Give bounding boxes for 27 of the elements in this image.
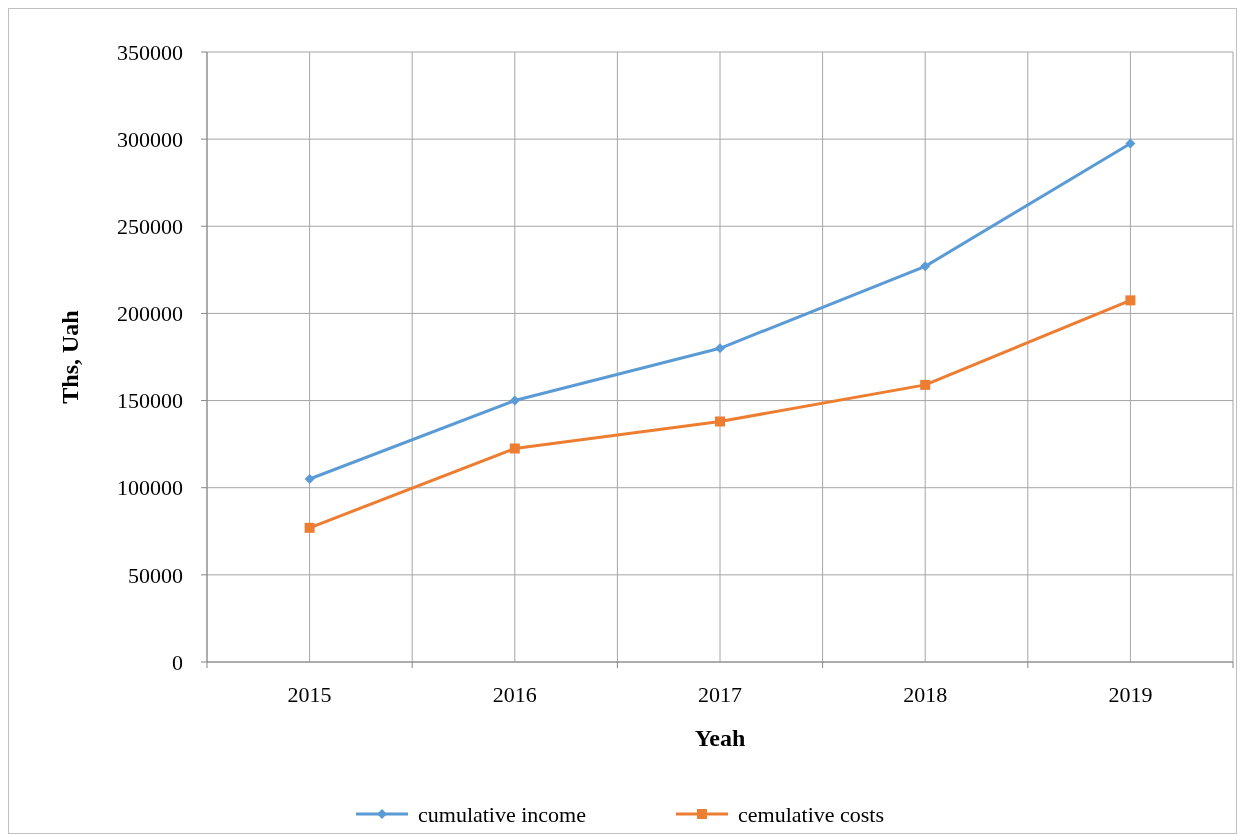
point (304, 474, 315, 484)
point (509, 395, 520, 406)
x-tick-label: 2017 (698, 682, 742, 707)
x-tick-label: 2019 (1108, 682, 1153, 707)
y-tick-label: 0 (172, 649, 183, 675)
legend-label: cemulative costs (738, 801, 885, 827)
point (920, 379, 931, 390)
point (715, 343, 725, 354)
y-tick-label: 50000 (128, 562, 183, 588)
y-tick-label: 200000 (117, 301, 183, 327)
y-tick-label: 350000 (117, 39, 183, 65)
x-tick-label: 2018 (903, 682, 948, 707)
y-tick-label: 250000 (117, 213, 183, 239)
y-tick-label: 300000 (117, 126, 183, 152)
x-axis-title: Yeah (694, 725, 746, 751)
point (1125, 138, 1136, 149)
point (920, 261, 931, 272)
point (304, 522, 315, 533)
y-tick-label: 150000 (117, 388, 183, 414)
point (1125, 295, 1136, 306)
legend-label: cumulative income (418, 801, 586, 827)
x-tick-label: 2015 (287, 682, 332, 707)
y-tick-label: 100000 (117, 475, 183, 501)
y-axis-title: Ths, Uah (57, 310, 83, 404)
x-tick-label: 2016 (492, 682, 537, 707)
point (509, 443, 520, 454)
point (715, 416, 725, 427)
